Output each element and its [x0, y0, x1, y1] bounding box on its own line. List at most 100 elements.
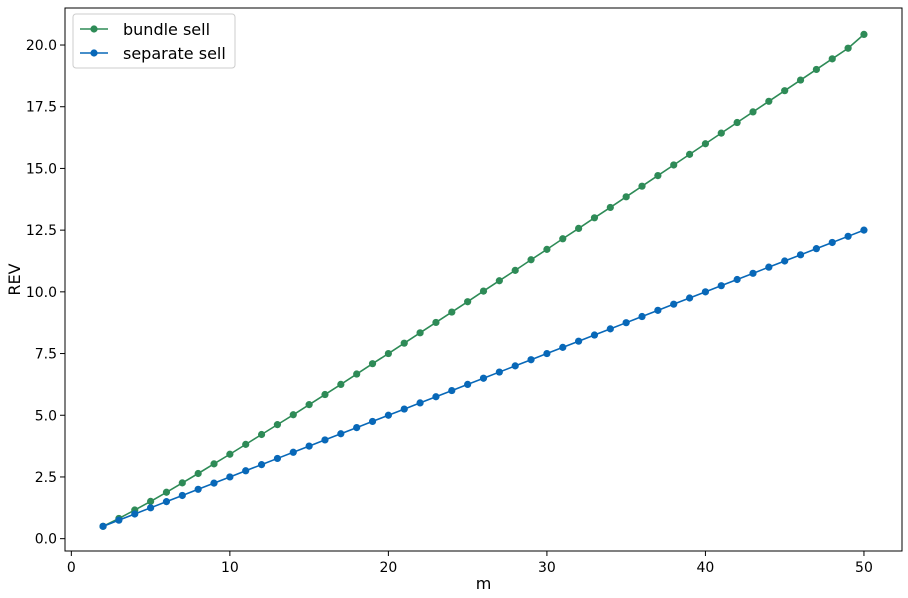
data-point: [273, 454, 282, 463]
data-point: [368, 360, 377, 368]
data-point: [749, 108, 757, 116]
series-bundle-sell: [99, 30, 868, 530]
data-point: [543, 349, 551, 358]
y-tick-label: 10.0: [26, 285, 57, 301]
data-point: [400, 339, 408, 347]
data-point: [242, 440, 250, 448]
data-point: [448, 308, 456, 316]
data-point: [701, 140, 710, 148]
data-point: [733, 275, 741, 284]
legend-label: bundle sell: [123, 20, 210, 39]
data-point: [353, 423, 361, 432]
legend-label: separate sell: [123, 44, 226, 63]
x-tick-label: 0: [67, 560, 76, 576]
data-point: [796, 76, 805, 84]
data-point: [527, 256, 535, 264]
data-point: [511, 266, 519, 274]
data-point: [305, 401, 313, 409]
data-point: [162, 498, 171, 506]
data-point: [353, 370, 361, 378]
data-point: [495, 368, 503, 376]
legend-entry-bundle-sell: bundle sell: [80, 20, 210, 39]
data-point: [781, 257, 789, 265]
data-point: [511, 362, 519, 370]
data-point: [178, 491, 186, 500]
data-point: [384, 349, 392, 358]
data-point: [242, 467, 250, 475]
data-point: [638, 312, 646, 321]
data-point: [575, 337, 583, 345]
y-axis: 0.0 2.5 5.0 7.5 10.0 12.5 15.0 17.5 20.0: [26, 38, 65, 548]
data-point: [432, 393, 440, 401]
data-point: [464, 380, 472, 388]
data-point: [575, 224, 583, 233]
data-point: [670, 300, 678, 308]
y-tick-label: 20.0: [26, 38, 57, 54]
data-point: [717, 282, 725, 290]
y-tick-label: 0.0: [35, 532, 57, 548]
data-point: [448, 386, 456, 395]
data-point: [685, 294, 694, 302]
data-point: [606, 203, 614, 212]
data-point: [828, 55, 836, 63]
data-point: [622, 193, 630, 201]
data-point: [733, 118, 741, 127]
data-point: [781, 87, 789, 95]
data-point: [495, 277, 503, 285]
series-line: [102, 33, 865, 528]
data-point: [559, 235, 567, 243]
y-axis-label: REV: [5, 263, 24, 295]
data-point: [257, 461, 266, 469]
data-point: [147, 497, 155, 505]
x-tick-label: 30: [538, 560, 556, 576]
data-point: [368, 417, 377, 426]
data-point: [289, 448, 297, 456]
data-point: [685, 150, 694, 158]
data-point: [765, 263, 773, 271]
series-layer: [99, 30, 868, 530]
data-point: [115, 516, 123, 524]
legend: bundle sell separate sell: [72, 13, 236, 69]
data-point: [464, 298, 472, 306]
data-point: [638, 182, 646, 190]
data-point: [400, 405, 408, 413]
data-point: [749, 269, 757, 277]
data-point: [194, 469, 202, 478]
plot-area: [64, 7, 903, 552]
data-point: [416, 399, 424, 407]
y-tick-label: 7.5: [35, 347, 57, 363]
data-point: [384, 411, 392, 419]
y-tick-label: 12.5: [26, 223, 57, 239]
data-point: [479, 374, 488, 382]
data-point: [226, 473, 234, 481]
data-point: [844, 232, 852, 240]
data-point: [559, 343, 567, 351]
data-point: [210, 460, 218, 468]
legend-swatch-marker: [90, 49, 98, 57]
x-tick-label: 10: [221, 560, 239, 576]
data-point: [654, 306, 662, 314]
data-point: [321, 436, 329, 444]
data-point: [860, 30, 868, 39]
data-point: [701, 288, 710, 296]
y-tick-label: 15.0: [26, 161, 57, 177]
data-point: [590, 331, 599, 339]
data-point: [337, 430, 345, 438]
data-point: [654, 171, 662, 180]
legend-entry-separate-sell: separate sell: [80, 44, 226, 63]
legend-swatch-marker: [90, 25, 98, 33]
data-point: [432, 318, 440, 327]
data-point: [844, 44, 852, 52]
data-point: [670, 161, 678, 169]
x-tick-label: 40: [697, 560, 715, 576]
legend-box: [72, 13, 236, 69]
series-separate-sell: [99, 226, 868, 530]
y-tick-label: 5.0: [35, 408, 57, 424]
y-tick-label: 17.5: [26, 100, 57, 116]
x-tick-label: 20: [379, 560, 397, 576]
data-point: [178, 479, 186, 487]
x-tick-label: 50: [855, 560, 873, 576]
y-tick-label: 2.5: [35, 470, 57, 486]
data-point: [765, 97, 773, 105]
